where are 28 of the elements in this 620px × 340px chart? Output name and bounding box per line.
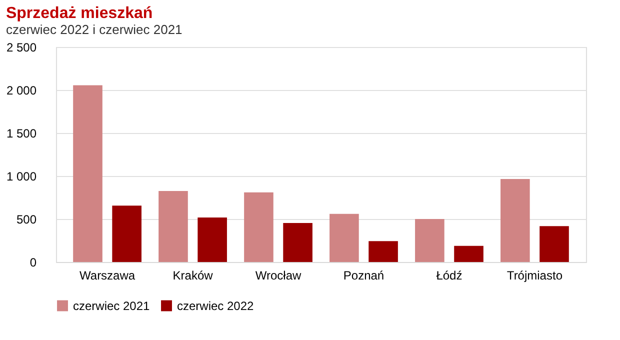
- x-tick-label: Poznań: [343, 268, 384, 282]
- y-tick-label: 2 000: [6, 84, 37, 98]
- y-tick-label: 0: [30, 256, 37, 270]
- x-tick-label: Wrocław: [255, 268, 302, 282]
- bar: [73, 85, 102, 262]
- bar: [330, 214, 359, 262]
- bar: [244, 192, 274, 262]
- y-tick-label: 500: [16, 212, 37, 226]
- x-tick-label: Łódź: [436, 268, 462, 282]
- x-tick-label: Warszawa: [80, 268, 136, 282]
- x-tick-label: Trójmiasto: [506, 268, 563, 282]
- y-tick-label: 1 000: [6, 170, 37, 184]
- bar: [500, 179, 530, 262]
- y-tick-label: 2 500: [6, 40, 37, 54]
- bar: [283, 223, 312, 262]
- chart-subtitle: czerwiec 2022 i czerwiec 2021: [6, 22, 182, 37]
- y-tick-label: 1 500: [6, 126, 37, 140]
- bar: [540, 226, 569, 262]
- legend-label: czerwiec 2022: [177, 298, 254, 313]
- bar: [158, 191, 188, 262]
- bar: [112, 206, 142, 262]
- bar: [198, 218, 227, 262]
- bar: [368, 241, 398, 262]
- bar: [454, 246, 484, 262]
- legend-label: czerwiec 2021: [73, 298, 150, 313]
- chart-title: Sprzedaż mieszkań: [6, 5, 153, 22]
- bar: [415, 219, 444, 262]
- x-tick-label: Kraków: [172, 268, 214, 282]
